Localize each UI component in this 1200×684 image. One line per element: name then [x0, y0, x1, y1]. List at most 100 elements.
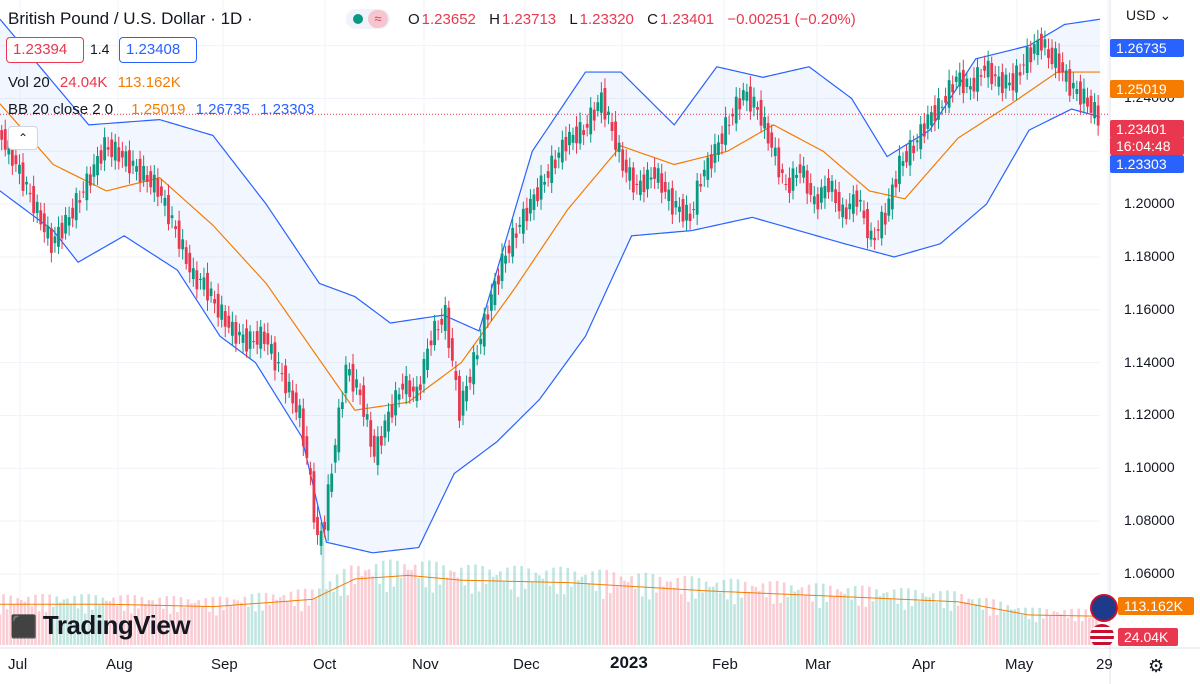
volume-bar	[73, 595, 76, 645]
volume-bar	[87, 594, 91, 645]
candle-body	[713, 144, 717, 163]
bb-indicator-legend[interactable]: BB 20 close 2 0 1.25019 1.26735 1.23303	[8, 101, 315, 118]
candle-body	[170, 215, 174, 219]
candle-body	[35, 201, 39, 214]
candle-body	[159, 186, 163, 196]
candle-body	[284, 365, 287, 394]
candle-body	[908, 140, 912, 166]
candle-body	[96, 155, 99, 176]
symbol-title[interactable]: British Pound / U.S. Dollar · 1D ·	[8, 9, 253, 28]
candle-body	[642, 174, 646, 193]
volume-indicator-legend[interactable]: Vol 20 24.04K 113.162K	[8, 74, 181, 91]
volume-bar	[197, 600, 201, 645]
candle-body	[113, 141, 117, 161]
collapse-legend-button[interactable]: ⌃	[8, 126, 38, 150]
candle-body	[230, 321, 234, 336]
volume-bar	[59, 602, 62, 645]
time-tick-label: Sep	[211, 656, 238, 673]
volume-bar	[236, 600, 240, 645]
currency-selector[interactable]: USD ⌄	[1126, 7, 1172, 23]
volume-bar	[587, 583, 591, 645]
volume-bar	[208, 611, 211, 645]
candle-body	[266, 333, 270, 345]
volume-bar	[335, 574, 339, 645]
buy-button[interactable]: 1.23408	[119, 37, 197, 63]
candle-body	[415, 386, 419, 401]
candle-body	[475, 355, 479, 360]
volume-bar	[193, 602, 197, 645]
legend-toggle[interactable]: ≈	[346, 9, 390, 29]
time-tick-label: May	[1005, 656, 1034, 673]
volume-bar	[797, 589, 800, 645]
volume-bar	[651, 573, 655, 645]
candle-body	[784, 184, 788, 186]
candle-body	[255, 331, 259, 345]
sell-button[interactable]: 1.23394	[6, 37, 84, 63]
candle-body	[646, 169, 649, 190]
candle-body	[972, 77, 976, 92]
candle-body	[497, 275, 500, 285]
volume-bar	[864, 606, 868, 645]
volume-bar	[389, 559, 392, 645]
volume-bar	[761, 583, 765, 645]
volume-bar	[658, 576, 662, 645]
candle-body	[536, 187, 539, 202]
volume-ma-tag: 113.162K	[1118, 597, 1194, 615]
volume-bar	[807, 584, 811, 645]
volume-bar	[66, 598, 69, 645]
tradingview-logo[interactable]: ⬛ TradingView	[10, 610, 191, 640]
volume-bar	[697, 578, 701, 645]
candle-body	[110, 139, 114, 158]
candle-body	[443, 304, 447, 331]
candle-body	[887, 198, 891, 216]
candle-body	[213, 298, 217, 304]
candle-body	[216, 293, 220, 318]
candle-body	[894, 179, 898, 188]
candle-body	[323, 521, 327, 530]
last-price-tag: 1.23401	[1110, 120, 1184, 138]
candle-body	[816, 194, 820, 210]
volume-bar	[456, 577, 460, 645]
volume-bar	[1077, 608, 1081, 645]
candle-body	[986, 60, 990, 78]
volume-bar	[569, 586, 573, 645]
volume-bar	[80, 594, 83, 645]
candle-body	[539, 175, 543, 200]
volume-bar	[346, 595, 350, 645]
volume-bar	[1041, 618, 1045, 645]
volume-bar	[488, 569, 491, 645]
volume-bar	[609, 593, 612, 645]
candle-body	[717, 142, 720, 155]
candle-body	[53, 236, 57, 244]
candle-body	[92, 164, 96, 177]
countdown-tag: 16:04:48	[1110, 137, 1184, 155]
volume-bar	[655, 592, 658, 645]
candle-body	[1043, 39, 1047, 48]
volume-bar	[169, 613, 172, 645]
candle-body	[1068, 69, 1072, 96]
volume-bar	[310, 589, 314, 645]
settings-gear-icon[interactable]: ⚙	[1148, 656, 1165, 676]
candle-body	[926, 114, 930, 129]
candle-body	[202, 277, 206, 290]
volume-bar	[438, 584, 442, 645]
candle-body	[177, 220, 181, 249]
candle-body	[521, 208, 525, 234]
volume-bar	[704, 581, 708, 645]
candle-body	[369, 420, 373, 447]
volume-bar	[325, 589, 328, 645]
volume-bar	[871, 601, 875, 645]
candle-body	[1093, 102, 1097, 119]
volume-bar	[534, 572, 538, 645]
volume-bar	[1002, 611, 1006, 645]
volume-bar	[289, 591, 293, 645]
volume-tag: 24.04K	[1118, 628, 1178, 646]
volume-bar	[484, 583, 488, 645]
volume-bar	[573, 571, 577, 645]
volume-bar	[747, 591, 751, 645]
wave-icon[interactable]: ≈	[368, 10, 388, 28]
candle-body	[14, 155, 18, 165]
volume-bar	[715, 582, 719, 645]
volume-bar	[499, 571, 502, 645]
